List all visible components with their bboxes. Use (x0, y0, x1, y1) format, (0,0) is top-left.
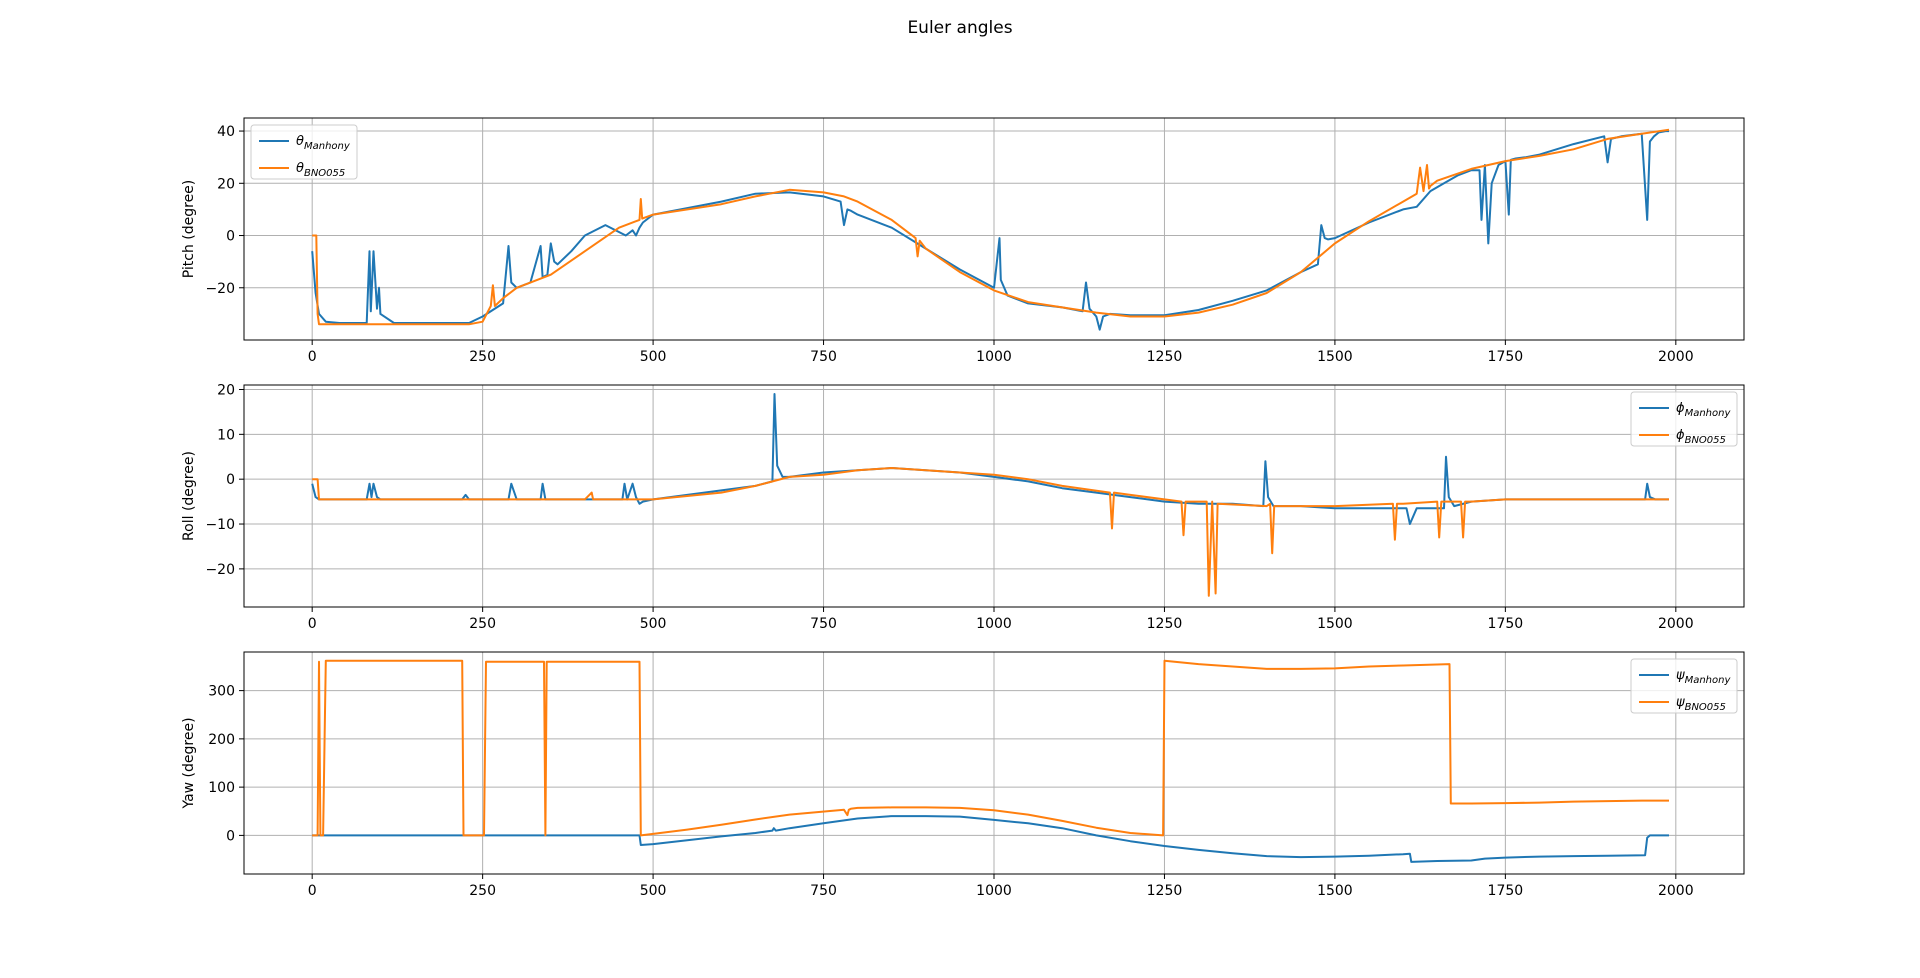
roll-ytick-label: 20 (217, 382, 235, 398)
pitch-xtick-label: 500 (640, 349, 667, 365)
yaw-xtick-label: 1250 (1147, 883, 1183, 899)
pitch-legend-subscript: BNO055 (304, 168, 345, 179)
yaw-xtick-label: 1500 (1317, 883, 1353, 899)
yaw-legend-box (1630, 658, 1738, 714)
pitch-ytick-label: −20 (205, 281, 235, 297)
roll-ytick-label: −20 (205, 562, 235, 578)
roll-xtick-label: 1750 (1488, 616, 1524, 632)
pitch-series-group (311, 128, 1670, 331)
yaw-xtick-label: 250 (469, 883, 496, 899)
roll-xtick-label: 1250 (1147, 616, 1183, 632)
yaw-legend-subscript: Manhony (1685, 675, 1732, 686)
pitch-xtick-label: 2000 (1658, 349, 1694, 365)
roll-xtick-label: 0 (308, 616, 317, 632)
pitch-ytick-label: 40 (217, 124, 235, 140)
roll-ytick-label: 0 (226, 472, 235, 488)
pitch-xtick-label: 1500 (1317, 349, 1353, 365)
yaw-xtick-label: 1000 (976, 883, 1012, 899)
pitch-bno055-line (312, 128, 1670, 326)
pitch-panel: 0 250 500 750 1000 1250 1500 1750 2000 −20 0 20 40 Pi… (181, 117, 1745, 365)
roll-xtick-label: 750 (810, 616, 837, 632)
pitch-legend-box (250, 124, 358, 180)
roll-manhony-line (311, 393, 1669, 525)
pitch-ytick-label: 0 (226, 229, 235, 245)
yaw-series-group (312, 659, 1669, 863)
pitch-ylabel: Pitch (degree) (181, 180, 197, 279)
yaw-xtick-label: 0 (308, 883, 317, 899)
pitch-xtick-label: 250 (469, 349, 496, 365)
roll-ylabel: Roll (degree) (181, 451, 197, 541)
yaw-ytick-label: 200 (208, 732, 235, 748)
figure-title: Euler angles (907, 18, 1012, 38)
yaw-xtick-label: 750 (810, 883, 837, 899)
yaw-xtick-label: 1750 (1488, 883, 1524, 899)
roll-legend-box (1630, 391, 1738, 447)
pitch-legend-subscript: Manhony (304, 141, 351, 152)
roll-ytick-label: 10 (217, 427, 235, 443)
yaw-manhony-line (312, 815, 1669, 863)
yaw-xtick-label: 2000 (1658, 883, 1694, 899)
roll-legend-subscript: BNO055 (1685, 435, 1726, 446)
yaw-panel: 0 250 500 750 1000 1250 1500 1750 2000 0 100 200 300… (181, 651, 1745, 899)
yaw-ylabel: Yaw (degree) (181, 717, 197, 809)
roll-legend-subscript: Manhony (1685, 408, 1732, 419)
roll-xtick-label: 1500 (1317, 616, 1353, 632)
pitch-xtick-label: 0 (308, 349, 317, 365)
roll-bno055-line (312, 467, 1669, 597)
pitch-xtick-label: 1250 (1147, 349, 1183, 365)
roll-series-group (311, 393, 1669, 597)
roll-xtick-label: 1000 (976, 616, 1012, 632)
yaw-ytick-label: 300 (208, 684, 235, 700)
pitch-xtick-label: 1750 (1488, 349, 1524, 365)
pitch-ytick-label: 20 (217, 176, 235, 192)
yaw-ytick-label: 0 (226, 828, 235, 844)
roll-xtick-label: 250 (469, 616, 496, 632)
pitch-manhony-line (311, 130, 1669, 331)
roll-xtick-label: 2000 (1658, 616, 1694, 632)
roll-panel: 0 250 500 750 1000 1250 1500 1750 2000 −20 −10 0 10 2… (181, 382, 1745, 632)
yaw-bno055-line (312, 659, 1669, 837)
yaw-legend-subscript: BNO055 (1685, 702, 1726, 713)
yaw-ytick-label: 100 (208, 780, 235, 796)
pitch-xtick-label: 1000 (976, 349, 1012, 365)
roll-ytick-label: −10 (205, 517, 235, 533)
yaw-xtick-label: 500 (640, 883, 667, 899)
roll-xtick-label: 500 (640, 616, 667, 632)
pitch-xtick-label: 750 (810, 349, 837, 365)
